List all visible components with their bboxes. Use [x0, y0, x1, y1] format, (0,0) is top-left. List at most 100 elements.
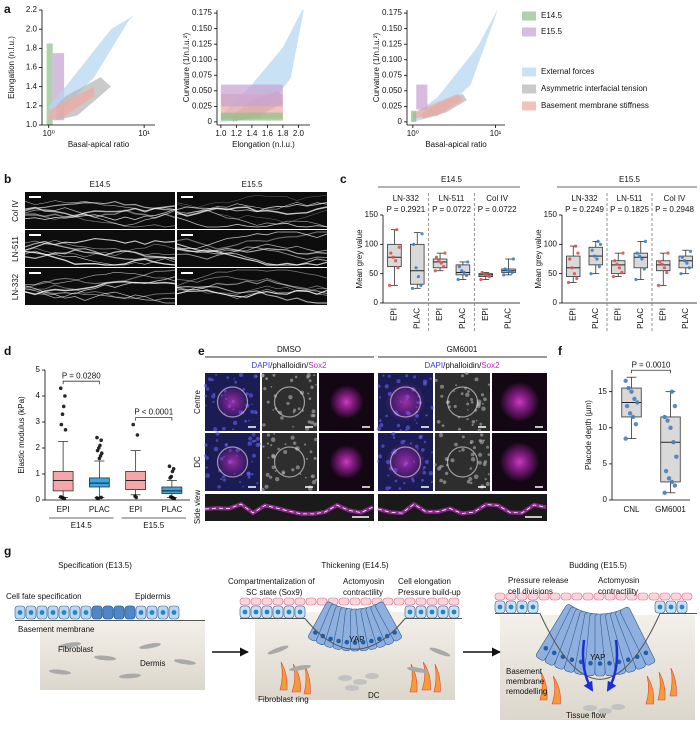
data-point [643, 239, 648, 243]
texture [295, 465, 300, 470]
texture [430, 405, 434, 410]
cell [426, 597, 438, 606]
texture [252, 453, 256, 458]
fiber [24, 276, 176, 295]
category-label: EPI [481, 308, 490, 321]
fibroblast-ring [669, 667, 677, 697]
texture [479, 422, 483, 426]
region [48, 14, 135, 116]
texture [479, 439, 485, 445]
row-label: Col IV [11, 199, 20, 221]
texture [248, 419, 251, 422]
fiber [176, 247, 328, 266]
texture [382, 374, 385, 377]
fibroblast [429, 647, 451, 657]
nucleus [328, 636, 333, 642]
chart-title: E15.5 [619, 175, 640, 184]
texture [251, 460, 254, 463]
nucleus [551, 650, 557, 656]
fiber [176, 206, 328, 217]
nucleus [61, 610, 67, 615]
texture [234, 380, 238, 384]
texture [310, 413, 315, 418]
nucleus [418, 609, 424, 615]
texture [471, 423, 474, 426]
texture [280, 416, 284, 420]
region [220, 112, 283, 121]
fibroblast-ring [433, 663, 441, 693]
nucleus [530, 604, 536, 610]
data-point [99, 438, 103, 443]
data-point [433, 269, 437, 273]
y-tick-label: 1 [36, 469, 41, 478]
cell [516, 592, 528, 601]
y-tick-label: 100 [544, 239, 558, 248]
texture [271, 465, 276, 470]
signal [385, 382, 426, 422]
texture [444, 471, 449, 476]
diagram-label: Cell elongation [398, 577, 451, 586]
y-tick-label: 0.150 [382, 24, 403, 33]
texture [313, 422, 318, 427]
diagram-label: Tissue flow [566, 711, 606, 720]
cell [360, 597, 372, 606]
texture [266, 400, 270, 404]
texture [310, 475, 313, 478]
nucleus [28, 610, 34, 615]
data-point [576, 251, 580, 255]
signal [329, 385, 364, 419]
data-point [170, 469, 175, 474]
texture [256, 436, 260, 441]
cell [338, 597, 350, 606]
texture [253, 439, 257, 443]
texture [485, 481, 490, 487]
texture [426, 414, 428, 417]
y-tick-label: 0 [36, 495, 41, 504]
texture [381, 444, 385, 448]
data-point [635, 251, 639, 255]
data-point [412, 242, 416, 246]
fiber [176, 194, 328, 208]
texture [211, 394, 216, 399]
texture [292, 425, 294, 428]
data-point [414, 266, 418, 270]
texture [205, 473, 210, 478]
data-point [460, 269, 464, 273]
cell [283, 597, 295, 606]
data-point [672, 483, 678, 488]
texture [213, 427, 218, 432]
diagram-label: Actomyosin [343, 577, 384, 586]
nucleus [39, 610, 45, 615]
texture [205, 466, 208, 469]
box [387, 243, 402, 268]
texture [481, 402, 484, 405]
data-point [623, 436, 628, 441]
y-tick-label: 5 [36, 365, 41, 374]
data-point [60, 412, 65, 417]
fiber [176, 209, 328, 228]
stain: Sox2 [308, 361, 327, 370]
ring [389, 446, 422, 478]
data-point [629, 389, 634, 394]
fibroblast [59, 642, 81, 648]
stage-title: Thickening (E14.5) [321, 561, 388, 570]
diagram-label: Fibroblast ring [258, 695, 309, 704]
y-tick-label: 0.125 [192, 39, 213, 48]
data-point [95, 435, 99, 440]
data-point [613, 259, 617, 263]
data-point [611, 275, 616, 279]
nucleus [360, 639, 366, 645]
fiber [176, 247, 328, 255]
data-point [685, 261, 689, 265]
texture [293, 408, 297, 412]
data-point [634, 277, 638, 282]
nucleus [171, 610, 177, 615]
texture [262, 445, 265, 448]
data-point [391, 255, 395, 259]
fibroblast-ring [645, 675, 655, 705]
texture [424, 459, 429, 464]
ring [273, 446, 306, 478]
texture [469, 481, 473, 485]
texture [423, 440, 427, 444]
texture [378, 396, 381, 399]
